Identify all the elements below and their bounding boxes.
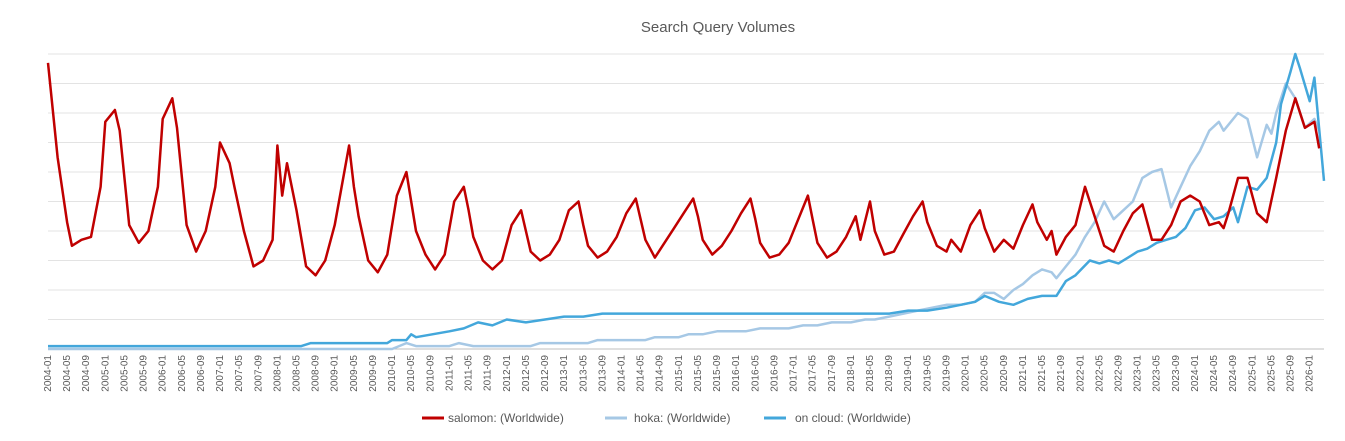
x-tick-label: 2011-01 <box>444 355 455 391</box>
x-tick-label: 2005-09 <box>139 355 150 392</box>
x-tick-label: 2017-09 <box>827 355 838 392</box>
x-tick-label: 2011-05 <box>464 355 475 391</box>
x-tick-label: 2008-09 <box>311 355 322 392</box>
x-tick-label: 2014-09 <box>655 355 666 392</box>
x-tick-label: 2016-09 <box>769 355 780 392</box>
series-line-salomon <box>46 62 1321 277</box>
x-tick-label: 2015-01 <box>674 355 685 392</box>
x-tick-label: 2004-05 <box>62 355 73 392</box>
x-tick-label: 2010-05 <box>406 355 417 392</box>
series-lines <box>46 52 1326 351</box>
x-tick-label: 2016-01 <box>731 355 742 392</box>
x-tick-label: 2004-01 <box>43 355 54 392</box>
x-tick-label: 2007-09 <box>253 355 264 392</box>
x-tick-label: 2009-09 <box>368 355 379 392</box>
x-tick-label: 2023-01 <box>1133 355 1144 392</box>
x-tick-label: 2024-09 <box>1228 355 1239 392</box>
x-tick-label: 2006-09 <box>196 355 207 392</box>
x-tick-label: 2018-01 <box>846 355 857 392</box>
x-tick-label: 2008-05 <box>292 355 303 392</box>
x-tick-label: 2010-09 <box>425 355 436 392</box>
x-tick-label: 2007-05 <box>234 355 245 392</box>
x-tick-label: 2008-01 <box>272 355 283 392</box>
x-tick-label: 2024-05 <box>1209 355 1220 392</box>
x-tick-label: 2019-01 <box>903 355 914 392</box>
x-tick-label: 2021-05 <box>1037 355 1048 392</box>
x-tick-label: 2015-09 <box>712 355 723 392</box>
x-tick-label: 2009-01 <box>330 355 341 392</box>
x-tick-label: 2023-09 <box>1171 355 1182 392</box>
legend-entry-on-cloud[interactable]: on cloud: (Worldwide) <box>764 411 911 425</box>
x-tick-label: 2007-01 <box>215 355 226 392</box>
x-tick-label: 2017-01 <box>789 355 800 392</box>
x-tick-label: 2012-05 <box>521 355 532 392</box>
x-tick-label: 2018-09 <box>884 355 895 392</box>
x-tick-label: 2025-09 <box>1286 355 1297 392</box>
x-tick-label: 2023-05 <box>1152 355 1163 392</box>
x-tick-label: 2012-09 <box>540 355 551 392</box>
chart-title: Search Query Volumes <box>641 19 795 36</box>
legend-label-hoka: hoka: (Worldwide) <box>634 411 730 425</box>
x-tick-label: 2010-01 <box>387 355 398 392</box>
x-tick-label: 2006-01 <box>158 355 169 392</box>
x-tick-label: 2025-05 <box>1266 355 1277 392</box>
x-tick-label: 2013-05 <box>578 355 589 392</box>
x-tick-label: 2021-01 <box>1018 355 1029 392</box>
x-tick-label: 2014-05 <box>636 355 647 392</box>
x-tick-label: 2025-01 <box>1247 355 1258 392</box>
x-tick-label: 2020-09 <box>999 355 1010 392</box>
x-tick-label: 2019-05 <box>922 355 933 392</box>
x-tick-label: 2006-05 <box>177 355 188 392</box>
x-tick-label: 2015-05 <box>693 355 704 392</box>
x-tick-label: 2021-09 <box>1056 355 1067 392</box>
series-line-hoka <box>48 82 1321 351</box>
legend-label-on-cloud: on cloud: (Worldwide) <box>795 411 911 425</box>
x-tick-label: 2019-09 <box>942 355 953 392</box>
x-tick-label: 2009-05 <box>349 355 360 392</box>
x-tick-label: 2013-09 <box>597 355 608 392</box>
x-tick-label: 2026-01 <box>1305 355 1316 392</box>
x-tick-label: 2005-05 <box>120 355 131 392</box>
x-tick-label: 2020-05 <box>980 355 991 392</box>
x-tick-label: 2011-09 <box>483 355 494 391</box>
x-tick-label: 2005-01 <box>100 355 111 392</box>
legend-entry-salomon[interactable]: salomon: (Worldwide) <box>422 411 564 425</box>
legend-label-salomon: salomon: (Worldwide) <box>448 411 564 425</box>
x-tick-label: 2022-09 <box>1114 355 1125 392</box>
x-tick-label: 2022-05 <box>1094 355 1105 392</box>
legend-entry-hoka[interactable]: hoka: (Worldwide) <box>605 411 730 425</box>
legend: salomon: (Worldwide) hoka: (Worldwide) o… <box>422 411 911 425</box>
x-tick-label: 2020-01 <box>961 355 972 392</box>
x-tick-label: 2017-05 <box>808 355 819 392</box>
x-tick-label: 2004-09 <box>81 355 92 392</box>
x-tick-label: 2018-05 <box>865 355 876 392</box>
x-tick-label: 2022-01 <box>1075 355 1086 392</box>
x-tick-label: 2012-01 <box>502 355 513 392</box>
x-axis-tick-labels: 2004-01 2004-05 2004-09 2005-01 2005-05 2005-… <box>43 355 1316 392</box>
x-tick-label: 2024-01 <box>1190 355 1201 392</box>
x-tick-label: 2013-01 <box>559 355 570 392</box>
x-tick-label: 2014-01 <box>617 355 628 392</box>
x-tick-label: 2016-05 <box>750 355 761 392</box>
